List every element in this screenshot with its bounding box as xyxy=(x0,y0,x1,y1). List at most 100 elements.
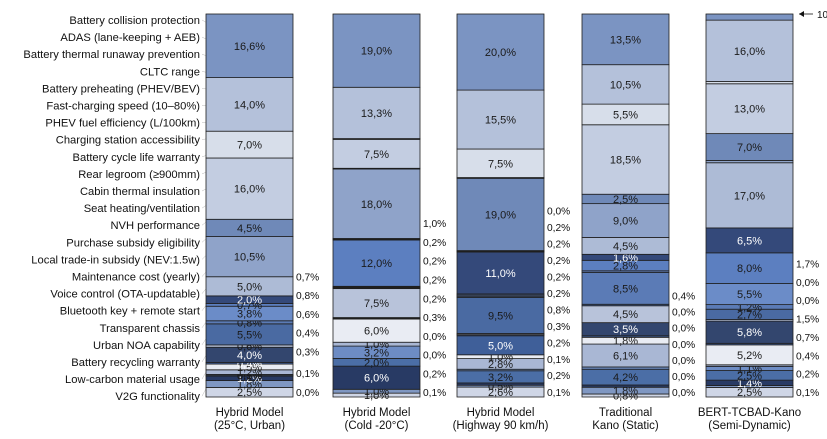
segment-value-label: 5,0% xyxy=(488,340,513,352)
segment-value-label: 3,8% xyxy=(237,309,262,321)
segment-value-label: 1,8% xyxy=(613,336,638,348)
segment-value-label: 4,5% xyxy=(613,241,638,253)
category-label: Hybrid Model xyxy=(216,407,284,419)
bar-segment xyxy=(705,13,794,21)
connector-line xyxy=(201,71,207,73)
segment-value-label: 3,5% xyxy=(613,324,638,336)
segment-value-label: 6,5% xyxy=(737,235,762,247)
segment-value-label: 16,0% xyxy=(734,46,765,58)
connector-line xyxy=(201,288,207,294)
outside-value-label: 0,3% xyxy=(547,322,570,333)
outside-value-label: 1,5% xyxy=(796,315,819,326)
bar-segment xyxy=(705,133,794,161)
segment-value-label: 2,0% xyxy=(237,295,262,307)
outside-value-label: 0,7% xyxy=(796,333,819,344)
connector-line xyxy=(201,205,207,209)
category-label: Hybrid Model xyxy=(343,407,411,419)
segment-value-label: 13,3% xyxy=(361,108,392,120)
bar-segment xyxy=(705,227,794,254)
bar-segment xyxy=(456,251,545,295)
bar-segment xyxy=(205,13,294,78)
segment-value-label: 11,0% xyxy=(485,268,516,280)
outside-value-label: 1,0% xyxy=(423,219,446,230)
outside-value-label: 0,2% xyxy=(547,338,570,349)
row-label-charging-station-accessibility: Charging station accessibility xyxy=(56,135,201,147)
row-label-fast-charging-speed-10-80: Fast-charging speed (10–80%) xyxy=(46,101,200,113)
outside-value-label: 0,1% xyxy=(423,388,446,399)
segment-value-label: 2,6% xyxy=(488,387,513,399)
segment-value-label: 4,2% xyxy=(613,372,638,384)
bar-segment xyxy=(581,124,670,195)
segment-value-label: 2,8% xyxy=(488,359,513,371)
outside-value-label: 0,4% xyxy=(296,329,319,340)
outside-value-label: 0,2% xyxy=(423,257,446,268)
row-label-bluetooth-key-remote-start: Bluetooth key + remote start xyxy=(60,306,201,318)
connector-line xyxy=(201,238,207,243)
row-label-purchase-subsidy-eligibility: Purchase subsidy eligibility xyxy=(66,237,200,249)
bar-segment xyxy=(205,157,294,220)
connector-line xyxy=(201,355,207,363)
row-label-urban-noa-capability: Urban NOA capability xyxy=(93,340,200,352)
legend-connector-lines xyxy=(201,19,207,397)
segment-value-label: 10,5% xyxy=(234,252,265,264)
bar-segment xyxy=(705,252,794,284)
row-label-voice-control-ota-updatable: Voice control (OTA-updatable) xyxy=(50,289,200,301)
segment-value-label: 5,8% xyxy=(737,327,762,339)
segment-value-label: 3,2% xyxy=(364,347,389,359)
connector-line xyxy=(201,19,207,23)
connector-line xyxy=(201,321,207,328)
bar-segment xyxy=(581,271,670,305)
outside-value-label: 0,0% xyxy=(672,356,695,367)
connector-line xyxy=(201,188,207,192)
row-label-rear-legroom-900mm: Rear legroom (≥900mm) xyxy=(78,169,200,181)
segment-value-label: 8,5% xyxy=(613,283,638,295)
outside-value-label: 0,0% xyxy=(796,278,819,289)
segment-value-label: 4,5% xyxy=(237,223,262,235)
row-label-battery-recycling-warranty: Battery recycling warranty xyxy=(71,357,200,369)
segment-value-label: 9,5% xyxy=(488,310,513,322)
segment-value-label: 5,2% xyxy=(737,350,762,362)
outside-value-label: 0,0% xyxy=(423,351,446,362)
outside-value-label: 0,2% xyxy=(423,275,446,286)
segment-value-label: 2,8% xyxy=(613,261,638,273)
category-label: (25°C, Urban) xyxy=(214,420,285,432)
row-label-battery-collision-protection: Battery collision protection xyxy=(69,15,200,27)
outside-value-label: 0,7% xyxy=(296,272,319,283)
segment-value-label: 20,0% xyxy=(485,47,516,59)
segment-value-label: 1,5% xyxy=(237,362,262,374)
top-100-marker: 100% xyxy=(799,10,827,21)
bar-segment xyxy=(705,83,794,135)
outside-value-label: 0,0% xyxy=(672,340,695,351)
row-label-v2g-functionality: V2G functionality xyxy=(115,391,200,403)
segment-value-label: 19,0% xyxy=(361,46,392,58)
outside-value-label: 0,0% xyxy=(547,207,570,218)
segment-value-label: 3,2% xyxy=(488,372,513,384)
connector-line xyxy=(201,138,207,140)
top-marker-label: 100% xyxy=(817,10,827,21)
row-label-seat-heating-ventilation: Seat heating/ventilation xyxy=(84,203,200,215)
outside-value-label: 0,2% xyxy=(423,369,446,380)
outside-value-label: 0,8% xyxy=(296,291,319,302)
category-label: (Cold -20°C) xyxy=(344,420,408,432)
category-label: (Highway 90 km/h) xyxy=(453,420,549,432)
connector-line xyxy=(201,371,207,380)
outside-value-label: 0,1% xyxy=(296,369,319,380)
segment-value-label: 7,5% xyxy=(364,298,389,310)
segment-value-label: 5,0% xyxy=(237,281,262,293)
segment-value-label: 8,0% xyxy=(737,263,762,275)
row-label-cabin-thermal-insulation: Cabin thermal insulation xyxy=(80,186,200,198)
connector-line xyxy=(201,171,207,175)
row-label-nvh-performance: NVH performance xyxy=(110,220,200,232)
segment-value-label: 2,5% xyxy=(613,194,638,206)
outside-value-label: 0,2% xyxy=(547,289,570,300)
segment-value-label: 16,6% xyxy=(234,41,265,53)
segment-value-label: 1,8% xyxy=(613,386,638,398)
row-label-list: Battery collision protection ADAS (lane-k… xyxy=(23,15,200,403)
connector-line xyxy=(201,271,207,277)
segment-value-label: 4,0% xyxy=(237,350,262,362)
row-label-battery-preheating-phev-bev: Battery preheating (PHEV/BEV) xyxy=(42,83,200,95)
segment-value-label: 18,5% xyxy=(610,155,641,167)
bar-segment xyxy=(332,168,421,239)
outside-value-label: 0,4% xyxy=(796,351,819,362)
